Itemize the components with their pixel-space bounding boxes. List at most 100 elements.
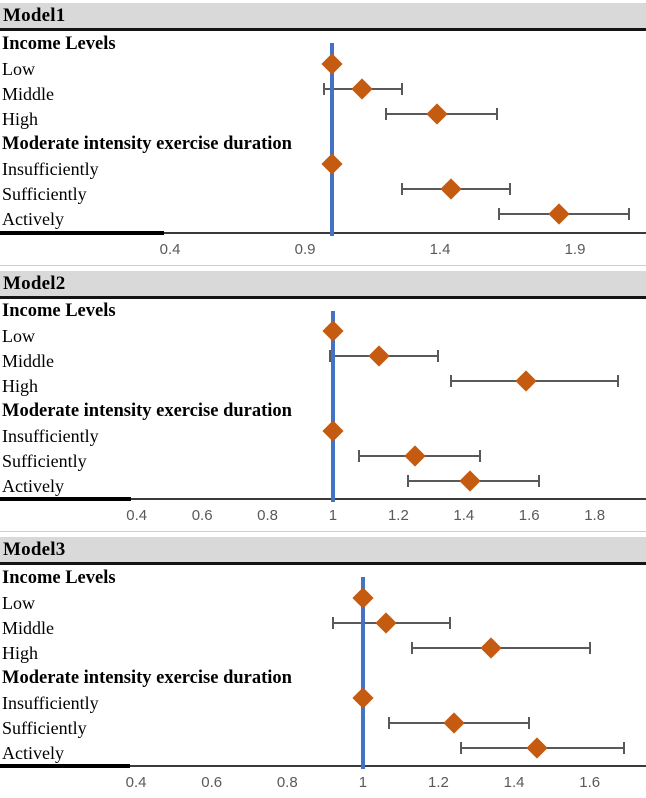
x-axis: 0.4 0.6 0.8 1 1.2 1.4 1.6 1.8: [0, 500, 646, 531]
panel-model2: Model2 Income Levels Low Middle High Moderat…: [0, 265, 646, 531]
estimate-diamond: [548, 203, 570, 226]
ci-cap-high: [495, 107, 498, 120]
row-label-income-levels: Income Levels: [2, 567, 116, 588]
row-label-low: Low: [2, 592, 35, 613]
axis-tick-label: 1: [358, 774, 368, 791]
row-label-actively: Actively: [2, 209, 64, 230]
plot-area: Income Levels Low Middle High Moderate inten…: [0, 31, 646, 236]
axis-tick-label: 1.9: [564, 241, 586, 258]
reference-line: [330, 311, 335, 502]
axis-baseline-segment: [0, 231, 165, 235]
axis-tick-label: 0.9: [294, 241, 316, 258]
reference-line: [360, 577, 365, 769]
estimate-diamond: [526, 736, 548, 759]
row-label-middle: Middle: [2, 351, 54, 372]
reference-line: [330, 43, 335, 236]
row-label-income-levels: Income Levels: [2, 301, 116, 322]
ci-cap-low: [407, 474, 410, 487]
panel-model3: Model3 Income Levels Low Middle High Moderat…: [0, 531, 646, 798]
panel-title: Model2: [3, 273, 66, 294]
axis-tick-label: 0.4: [126, 507, 148, 524]
estimate-diamond: [515, 370, 537, 392]
ci-cap-high: [401, 82, 404, 95]
axis-tick-label: 1.6: [579, 774, 601, 791]
panel-header: Model2: [0, 271, 646, 299]
row-label-insufficiently: Insufficiently: [2, 159, 99, 180]
row-label-moderate-intensity-exercise-duration: Moderate intensity exercise duration: [2, 134, 292, 155]
ci-cap-low: [460, 741, 463, 754]
axis-tick-label: 1.4: [429, 241, 451, 258]
axis-baseline-segment: [0, 497, 131, 501]
panel-model1: Model1 Income Levels Low Middle High Moderat…: [0, 0, 646, 265]
ci-cap-high: [588, 641, 591, 654]
ci-cap-low: [322, 82, 325, 95]
axis-tick-label: 0.6: [201, 774, 223, 791]
axis-tick-label: 0.4: [159, 241, 181, 258]
axis-tick-label: 0.6: [191, 507, 213, 524]
ci-cap-high: [538, 474, 541, 487]
estimate-diamond: [442, 711, 465, 734]
ci-cap-high: [509, 183, 512, 196]
panel-header: Model3: [0, 537, 646, 565]
estimate-diamond: [321, 53, 343, 75]
row-label-moderate-intensity-exercise-duration: Moderate intensity exercise duration: [2, 667, 292, 688]
estimate-diamond: [322, 420, 344, 442]
estimate-diamond: [321, 153, 343, 175]
estimate-diamond: [480, 636, 502, 659]
axis-tick-label: 1.2: [428, 774, 449, 791]
ci-cap-low: [401, 183, 404, 196]
estimate-diamond: [322, 320, 344, 342]
estimate-diamond: [404, 445, 426, 467]
row-label-middle: Middle: [2, 83, 54, 104]
row-label-high: High: [2, 642, 38, 663]
axis-tick-label: 1.4: [503, 774, 525, 791]
ci-cap-high: [627, 208, 630, 221]
ci-cap-high: [616, 375, 619, 388]
row-label-moderate-intensity-exercise-duration: Moderate intensity exercise duration: [2, 400, 292, 421]
row-label-high: High: [2, 108, 38, 129]
estimate-diamond: [368, 345, 390, 367]
row-label-high: High: [2, 376, 38, 397]
row-label-insufficiently: Insufficiently: [2, 425, 99, 446]
ci-cap-low: [411, 641, 414, 654]
axis-tick-label: 0.4: [125, 774, 147, 791]
ci-cap-high: [479, 449, 482, 462]
x-axis: 0.4 0.9 1.4 1.9: [0, 234, 646, 265]
ci-cap-high: [448, 616, 451, 629]
axis-tick-label: 1.4: [453, 507, 475, 524]
row-label-income-levels: Income Levels: [2, 33, 116, 54]
row-label-middle: Middle: [2, 617, 54, 638]
ci-cap-low: [385, 107, 388, 120]
estimate-diamond: [459, 469, 481, 492]
row-label-sufficiently: Sufficiently: [2, 717, 87, 738]
ci-cap-low: [358, 449, 361, 462]
panel-title: Model3: [3, 539, 66, 560]
axis-tick-label: 1.6: [518, 507, 540, 524]
row-label-low: Low: [2, 58, 35, 79]
ci-cap-low: [328, 350, 331, 363]
ci-cap-low: [388, 716, 391, 729]
x-axis: 0.4 0.6 0.8 1 1.2 1.4 1.6: [0, 767, 646, 798]
axis-tick-label: 0.8: [257, 507, 278, 524]
row-label-actively: Actively: [2, 475, 64, 496]
plot-area: Income Levels Low Middle High Moderate inten…: [0, 565, 646, 769]
plot-area: Income Levels Low Middle High Moderate inten…: [0, 299, 646, 502]
panel-title: Model1: [3, 5, 66, 26]
ci-cap-low: [449, 375, 452, 388]
estimate-diamond: [352, 686, 374, 709]
panel-header: Model1: [0, 3, 646, 31]
estimate-diamond: [374, 611, 397, 634]
axis-tick-label: 1.8: [584, 507, 606, 524]
ci-cap-high: [436, 350, 439, 363]
axis-tick-label: 0.8: [276, 774, 298, 791]
axis-tick-label: 1.2: [387, 507, 409, 524]
ci-cap-low: [498, 208, 501, 221]
row-label-sufficiently: Sufficiently: [2, 184, 87, 205]
ci-cap-high: [528, 716, 531, 729]
row-label-sufficiently: Sufficiently: [2, 450, 87, 471]
estimate-diamond: [426, 103, 448, 125]
row-label-insufficiently: Insufficiently: [2, 692, 99, 713]
ci-cap-low: [331, 616, 334, 629]
row-label-actively: Actively: [2, 742, 64, 763]
